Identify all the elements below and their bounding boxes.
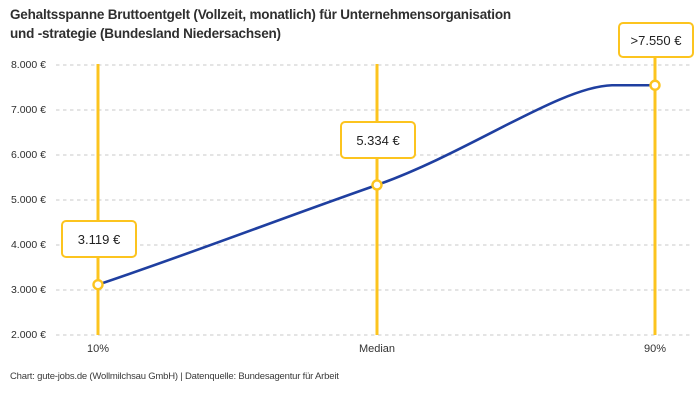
- x-axis-label-10th-percentile: 10%: [86, 343, 110, 355]
- y-axis-tick-label: 4.000 €: [10, 238, 46, 251]
- y-axis-tick-label: 6.000 €: [10, 148, 46, 161]
- value-label-median: 5.334 €: [340, 121, 416, 159]
- y-axis-tick-label: 7.000 €: [10, 103, 46, 116]
- x-axis-label-90th-percentile: 90%: [643, 343, 667, 355]
- y-axis-tick-label: 8.000 €: [10, 58, 46, 71]
- data-point-marker: [371, 179, 383, 191]
- y-axis: 2.000 € 3.000 € 4.000 € 5.000 € 6.000 € 7.000…: [0, 0, 46, 400]
- source-attribution: Chart: gute-jobs.de (Wollmilchsau GmbH) …: [10, 371, 339, 382]
- chart-title-line1: Gehaltsspanne Bruttoentgelt (Vollzeit, m…: [10, 7, 511, 22]
- chart-title-line2: und -strategie (Bundesland Niedersachsen…: [10, 26, 281, 41]
- y-axis-tick-label: 3.000 €: [10, 283, 46, 296]
- x-axis-label-median: Median: [358, 343, 396, 355]
- data-point-marker: [92, 278, 104, 291]
- data-point-marker: [649, 79, 661, 91]
- value-label-10th-percentile: 3.119 €: [61, 220, 137, 258]
- value-label-90th-percentile: >7.550 €: [618, 22, 694, 58]
- y-axis-tick-label: 2.000 €: [10, 328, 46, 341]
- chart-title: Gehaltsspanne Bruttoentgelt (Vollzeit, m…: [10, 5, 511, 43]
- y-axis-tick-label: 5.000 €: [10, 193, 46, 206]
